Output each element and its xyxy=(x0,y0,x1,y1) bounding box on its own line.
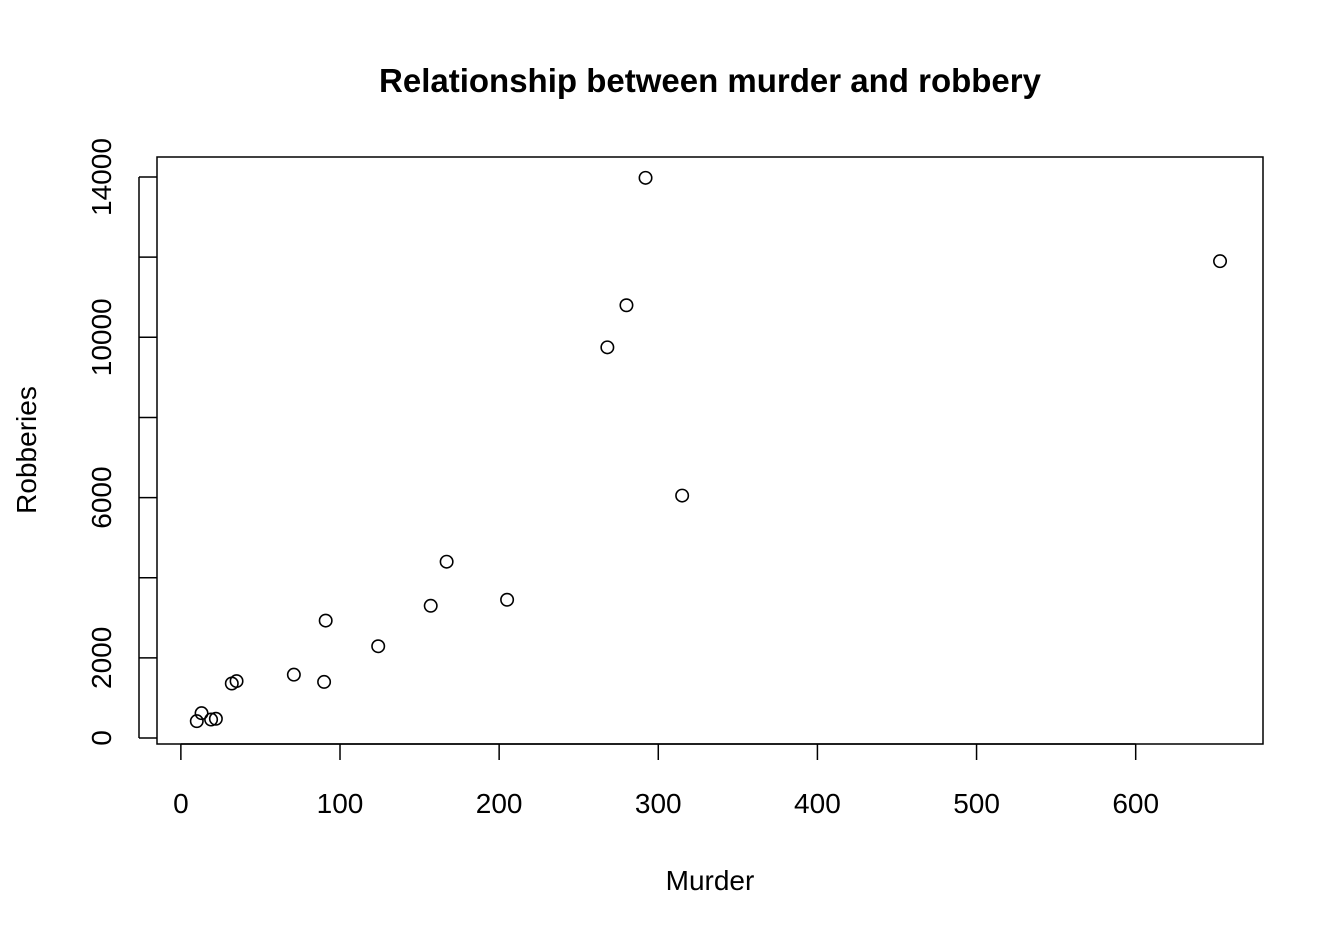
data-point xyxy=(439,554,454,569)
data-point xyxy=(371,639,386,654)
data-point xyxy=(229,674,244,689)
x-tick-label: 500 xyxy=(953,788,1000,819)
y-axis: 0 2000 6000 10000 14000 xyxy=(86,138,157,746)
x-axis-label: Murder xyxy=(666,865,755,896)
x-tick-label: 300 xyxy=(635,788,682,819)
data-point xyxy=(318,613,333,628)
data-point xyxy=(317,674,332,689)
y-tick-label: 6000 xyxy=(86,466,117,528)
data-point xyxy=(286,667,301,682)
x-tick-label: 400 xyxy=(794,788,841,819)
y-tick-label: 0 xyxy=(86,730,117,746)
data-point xyxy=(638,170,653,185)
x-axis: 0 100 200 300 400 500 600 xyxy=(173,743,1159,819)
y-tick-label: 10000 xyxy=(86,298,117,376)
y-tick-label: 2000 xyxy=(86,627,117,689)
x-tick-label: 600 xyxy=(1112,788,1159,819)
x-tick-label: 0 xyxy=(173,788,189,819)
data-point xyxy=(600,340,615,355)
x-tick-label: 100 xyxy=(317,788,364,819)
data-points xyxy=(189,170,1228,729)
y-tick-label: 14000 xyxy=(86,138,117,216)
data-point xyxy=(208,711,223,726)
data-point xyxy=(675,488,690,503)
data-point xyxy=(204,712,219,727)
data-point xyxy=(619,298,634,313)
chart-title: Relationship between murder and robbery xyxy=(379,62,1042,99)
data-point xyxy=(189,714,204,729)
data-point xyxy=(194,706,209,721)
data-point xyxy=(423,598,438,613)
data-point xyxy=(1213,254,1228,269)
y-axis-label: Robberies xyxy=(11,386,42,514)
data-point xyxy=(500,592,515,607)
x-tick-label: 200 xyxy=(476,788,523,819)
